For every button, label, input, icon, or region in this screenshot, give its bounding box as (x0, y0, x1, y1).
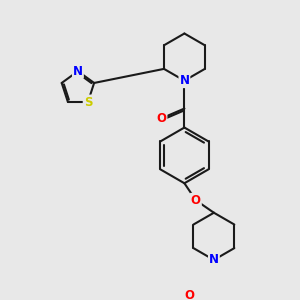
Text: N: N (73, 65, 83, 78)
Text: N: N (179, 74, 189, 87)
Text: N: N (209, 254, 219, 266)
Text: O: O (184, 290, 194, 300)
Text: O: O (191, 194, 201, 207)
Text: O: O (157, 112, 166, 125)
Text: S: S (84, 95, 92, 109)
